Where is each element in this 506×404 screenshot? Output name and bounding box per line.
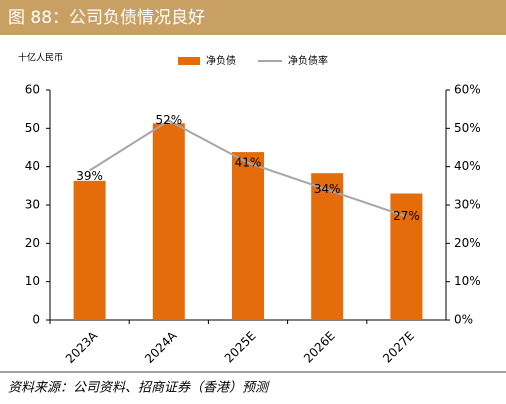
data-label: 52% [155,113,182,127]
x-tick-label: 2027E [380,329,417,366]
y-tick-label: 50 [25,121,40,135]
bar [152,123,185,320]
y2-tick-label: 0% [454,313,473,327]
data-label: 39% [76,169,103,183]
x-tick-label: 2026E [301,329,338,366]
y-tick-label: 40 [25,159,40,173]
legend-swatch [178,57,200,65]
y-tick-label: 10 [25,274,40,288]
y-tick-label: 60 [25,83,40,97]
data-label: 41% [235,155,262,169]
data-label: 34% [314,182,341,196]
y-tick-label: 30 [25,198,40,212]
y2-tick-label: 30% [454,198,481,212]
legend-label: 净负债率 [288,54,328,67]
data-label: 27% [393,209,420,223]
bar [232,152,264,320]
bar [390,193,423,320]
x-tick-label: 2025E [222,329,259,366]
line [89,119,407,218]
y2-tick-label: 20% [454,236,481,250]
x-tick-label: 2024A [142,328,180,366]
bar [311,173,344,320]
y2-tick-label: 40% [454,159,481,173]
bar [73,180,106,320]
title-bar [0,0,506,35]
chart-title: 图 88：公司负债情况良好 [8,8,205,28]
unit-label: 十亿人民币 [18,52,63,64]
y2-tick-label: 60% [454,83,481,97]
y-tick-label: 0 [32,313,40,327]
source: 资料来源：公司资料、招商证券（香港）预测 [8,380,270,396]
y2-tick-label: 50% [454,121,481,135]
y-tick-label: 20 [25,236,40,250]
legend-label: 净负债 [206,54,236,67]
y2-tick-label: 10% [454,274,481,288]
x-tick-label: 2023A [63,328,101,366]
